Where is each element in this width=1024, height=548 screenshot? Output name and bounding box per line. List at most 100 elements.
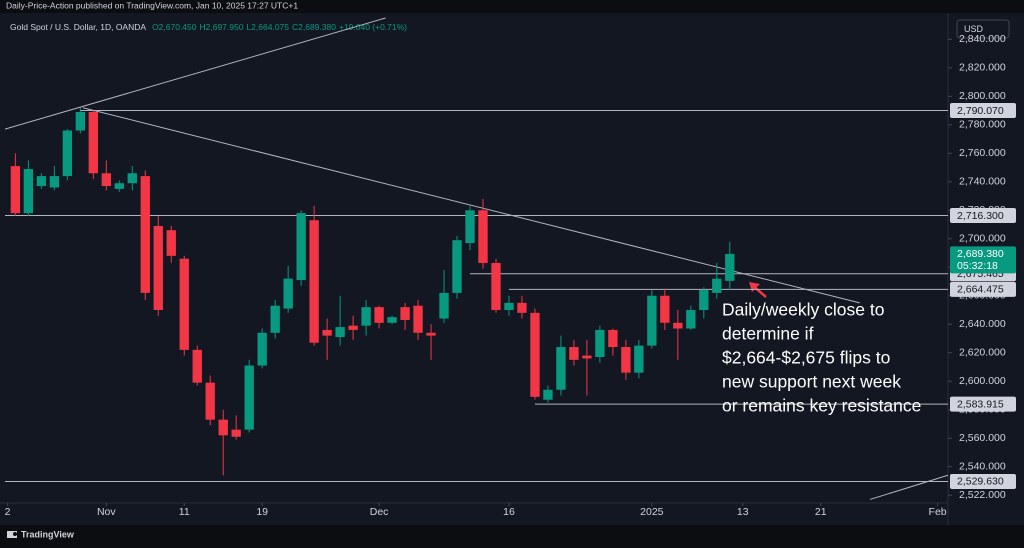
candle-body [322,329,332,336]
candle-body [153,225,163,310]
candle-body [647,295,657,346]
y-tick-label: 2,780.000 [959,119,1006,131]
candle-body [231,429,241,437]
candle-body [257,332,267,366]
candle-body [49,176,60,188]
candle-body [75,111,86,131]
legend-ohlc: H2,697.950 [200,22,244,32]
currency-box[interactable] [956,19,1010,39]
candle-body [36,176,47,187]
x-tick-label: Nov [97,506,116,518]
x-tick-label: Dec [370,506,389,518]
y-tick-label: 2,700.000 [959,233,1006,245]
y-tick-label: 2,820.000 [959,62,1006,74]
y-tick-label: 2,522.000 [959,489,1006,501]
y-tick-label: 2,840.000 [959,33,1006,45]
candle-body [712,278,722,293]
legend-change: +19.040 (+0.71%) [339,22,407,32]
currency: USD [964,24,984,34]
candle-body [426,332,436,336]
candle-body [140,176,150,293]
trendline [869,474,949,500]
legend-text: Gold Spot / U.S. Dollar, 1D, OANDA O2,670… [10,22,407,32]
x-tick-label: 13 [737,506,749,518]
x-tick-label: 11 [179,506,190,518]
candle-body [62,130,73,177]
annotation-line: new support next week [722,372,901,392]
candle-body [582,355,592,359]
legend-ohlc: C2,689.380 [292,22,336,32]
candle-body [101,173,111,187]
candle-body [270,305,280,333]
publisher: Daily-Price-Action published on TradingV… [6,0,298,10]
trendline [4,17,386,130]
annotation-line: or remains key resistance [722,396,921,416]
candle-body [309,220,319,343]
y-tick-label: 2,600.000 [959,375,1006,387]
candle-body [608,329,618,348]
countdown: 05:32:18 [957,260,998,272]
candle-body [556,347,566,390]
level-label-box [950,473,1016,489]
candle-body [478,210,488,263]
y-tick-label: 2,560.000 [959,432,1006,444]
y-tick-label: 2,640.000 [959,318,1006,330]
y-tick-label: 2,740.000 [959,176,1006,188]
last-price-box [950,246,1016,274]
annotation-line: determine if [722,324,814,344]
legend-ohlc: L2,664.075 [246,22,289,32]
candle-body [127,173,137,184]
y-tick-label: 2,760.000 [959,147,1006,159]
candle-body [517,302,527,313]
candle-body [88,111,99,174]
level-label: 2,716.300 [957,210,1004,222]
candle-body [595,329,605,357]
x-tick-label: 19 [256,506,268,518]
last-price-label: 2,689.380 [957,248,1004,260]
x-tick-label: 16 [503,506,515,518]
candle-body [400,307,410,320]
candle-body [361,307,371,326]
candle-body [699,290,709,310]
level-label: 2,664.475 [957,284,1004,296]
level-label: 2,790.070 [957,105,1004,117]
candle-body [348,325,358,330]
legend: Gold Spot / U.S. Dollar, 1D, OANDA O2,670… [10,22,407,32]
y-tick-label: 2,620.000 [959,347,1006,359]
candle-body [335,327,345,338]
chart-background [0,13,1024,525]
candle-body [439,292,449,319]
y-tick-label: 2,800.000 [959,90,1006,102]
annotation-line: Daily/weekly close to [722,300,884,320]
candle-body [452,240,462,293]
candle-body [296,213,306,281]
candle-body [192,349,202,383]
level-label: 2,583.915 [957,398,1004,410]
level-label-box [950,102,1016,118]
candle-body [621,347,631,373]
candle-body [673,322,683,329]
candle-body [634,345,644,373]
candle-body [179,258,189,350]
candle-body [23,168,34,214]
candle-body [660,295,670,323]
candle-body [530,312,540,397]
candle-body [543,389,553,400]
footer-logo [7,531,17,538]
candle-body [387,317,397,323]
x-tick-label: 2 [5,506,11,518]
level-label: 2,529.630 [957,476,1004,488]
x-tick-label: Feb [929,506,947,518]
candle-body [218,419,228,436]
candle-body [491,262,501,310]
candle-body [374,307,384,323]
candle-body [413,305,423,333]
candle-body [569,347,579,360]
brand: TradingView [21,529,75,539]
candle-body [114,183,124,189]
level-label-box [950,396,1016,412]
level-label-box [950,281,1016,297]
x-tick-label: 21 [815,506,827,518]
candle-body [504,302,514,310]
